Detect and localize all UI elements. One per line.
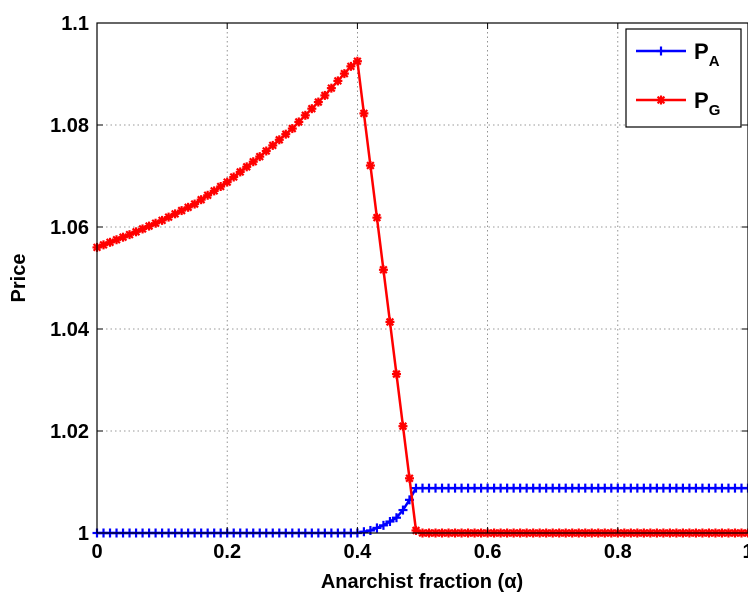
data-point-P_G (307, 104, 317, 114)
data-point-P_G (190, 199, 200, 209)
data-point-P_G (274, 135, 284, 145)
x-tick-label: 0.2 (213, 541, 241, 563)
data-point-P_G (391, 369, 401, 379)
data-point-P_G (313, 97, 323, 107)
x-tick-label: 0.4 (343, 541, 372, 563)
data-point-P_G (209, 186, 219, 196)
data-point-P_G (203, 190, 213, 200)
y-tick-label: 1.08 (50, 115, 89, 137)
data-point-P_A (359, 527, 369, 537)
x-tick-label: 0.6 (474, 541, 502, 563)
y-tick-label: 1.02 (50, 421, 89, 443)
data-point-P_G (229, 172, 239, 182)
data-point-P_A (378, 520, 388, 530)
data-point-P_G (242, 162, 252, 172)
data-point-P_G (326, 83, 336, 93)
data-point-P_A (391, 513, 401, 523)
legend-marker (656, 46, 666, 56)
data-point-P_G (372, 213, 382, 223)
data-point-P_A (372, 523, 382, 533)
x-tick-label: 0 (91, 541, 102, 563)
data-point-P_G (235, 167, 245, 177)
data-point-P_G (287, 124, 297, 134)
data-point-P_G (294, 117, 304, 127)
data-point-P_G (216, 182, 226, 192)
data-point-P_A (385, 517, 395, 527)
data-point-P_G (365, 161, 375, 171)
y-tick-label: 1.06 (50, 217, 89, 239)
data-point-P_G (261, 146, 271, 156)
data-point-P_G (339, 69, 349, 79)
data-point-P_A (743, 483, 748, 493)
grid-lines (97, 23, 748, 533)
y-tick-label: 1.1 (61, 13, 89, 35)
data-point-P_G (346, 61, 356, 71)
axis-ticks: 0 0.2 0.4 0.6 0.8 1 1 1.02 1.04 1.06 1.08 1.1 (50, 13, 748, 563)
y-tick-label: 1.04 (50, 319, 90, 341)
legend-box (625, 28, 742, 128)
x-axis-label: Anarchist fraction (α) (321, 571, 523, 593)
data-point-P_G (268, 140, 278, 150)
data-point-P_G (385, 317, 395, 327)
data-point-P_G (222, 177, 232, 187)
data-point-P_G (398, 421, 408, 431)
data-point-P_G (320, 90, 330, 100)
data-point-P_A (398, 505, 408, 515)
data-point-P_G (333, 76, 343, 86)
legend-marker (656, 95, 666, 105)
data-point-P_G (359, 108, 369, 118)
data-point-P_G (248, 157, 258, 167)
y-tick-label: 1 (78, 523, 89, 545)
data-point-P_G (281, 129, 291, 139)
plot-frame (96, 22, 748, 534)
data-point-P_G (352, 56, 362, 66)
data-point-P_G (255, 152, 265, 162)
data-point-P_G (378, 265, 388, 275)
x-tick-label: 1 (742, 541, 748, 563)
data-point-P_G (404, 473, 414, 483)
x-tick-label: 0.8 (604, 541, 632, 563)
data-point-P_G (300, 110, 310, 120)
data-point-P_G (196, 195, 206, 205)
y-axis-label: Price (8, 254, 30, 303)
